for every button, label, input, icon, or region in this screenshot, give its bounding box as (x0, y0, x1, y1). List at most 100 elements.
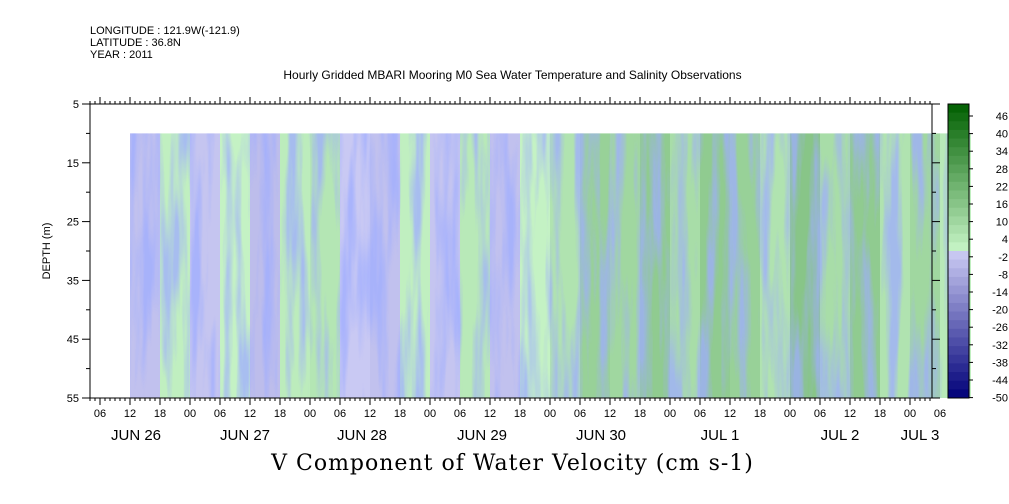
x-hour-tick-label: 12 (244, 408, 256, 420)
x-hour-tick-label: 18 (754, 408, 766, 420)
latitude-label: LATITUDE : 36.8N (90, 37, 181, 49)
x-hour-tick-label: 18 (394, 408, 406, 420)
x-day-label: JUN 27 (220, 427, 270, 444)
colorbar-tick-label: -26 (992, 322, 1008, 334)
colorbar-band (948, 259, 969, 269)
colorbar-tick-label: 34 (996, 146, 1008, 158)
x-hour-tick-label: 12 (484, 408, 496, 420)
colorbar-tick-label: -38 (992, 357, 1008, 369)
longitude-label: LONGITUDE : 121.9W(-121.9) (90, 25, 240, 37)
x-day-label: JUN 26 (111, 427, 161, 444)
x-hour-tick-label: 18 (274, 408, 286, 420)
colorbar-band (948, 190, 969, 200)
x-day-label: JUL 3 (901, 427, 940, 444)
variable-label: V Component of Water Velocity (cm s-1) (271, 451, 754, 476)
x-hour-tick-label: 18 (154, 408, 166, 420)
x-hour-tick-label: 06 (334, 408, 346, 420)
colorbar-tick-label: 40 (996, 129, 1008, 141)
colorbar-band (948, 181, 969, 191)
x-hour-tick-label: 18 (514, 408, 526, 420)
x-hour-tick-label: 00 (304, 408, 316, 420)
colorbar-tick-label: 10 (996, 217, 1008, 229)
x-hour-tick-label: 18 (634, 408, 646, 420)
y-tick-label: 55 (67, 393, 79, 405)
colorbar-band (948, 311, 969, 321)
colorbar-band (948, 129, 969, 140)
colorbar-tick-label: -44 (992, 375, 1008, 387)
x-day-label: JUL 2 (821, 427, 860, 444)
heatmap-cell (970, 133, 971, 398)
colorbar-frame (947, 103, 970, 399)
colorbar-band (948, 155, 969, 166)
colorbar-band (948, 112, 969, 122)
colorbar-band (948, 104, 969, 114)
colorbar-band (948, 233, 969, 243)
colorbar-band (948, 285, 969, 295)
colorbar-tick-label: 46 (996, 111, 1008, 123)
colorbar-band (948, 372, 969, 382)
y-tick-label: 45 (67, 334, 79, 346)
x-day-label: JUN 28 (337, 427, 387, 444)
colorbar-band (948, 389, 969, 399)
x-hour-tick-label: 00 (664, 408, 676, 420)
colorbar-band (948, 294, 969, 304)
colorbar-tick-label: -14 (992, 287, 1008, 299)
colorbar-band (948, 302, 969, 313)
colorbar-band (948, 268, 969, 278)
colorbar-band (948, 164, 969, 174)
colorbar-tick-label: 16 (996, 199, 1008, 211)
colorbar-band (948, 121, 969, 131)
colorbar-band (948, 225, 969, 235)
y-tick-label: 15 (67, 158, 79, 170)
colorbar-tick-label: -50 (992, 393, 1008, 405)
colorbar-band (948, 328, 969, 338)
colorbar-band (948, 147, 969, 157)
colorbar-band (948, 207, 969, 217)
x-hour-tick-label: 00 (904, 408, 916, 420)
x-hour-tick-label: 18 (874, 408, 886, 420)
x-hour-tick-label: 00 (184, 408, 196, 420)
colorbar-band (948, 216, 969, 226)
heatmap-streak-overlay (130, 133, 970, 398)
x-hour-tick-label: 06 (694, 408, 706, 420)
colorbar-tick-label: -8 (998, 269, 1008, 281)
colorbar-band (948, 276, 969, 287)
colorbar-band (948, 346, 969, 356)
x-hour-tick-label: 06 (814, 408, 826, 420)
x-hour-tick-label: 06 (454, 408, 466, 420)
x-hour-tick-label: 00 (544, 408, 556, 420)
colorbar-band (948, 242, 969, 252)
x-hour-tick-label: 12 (604, 408, 616, 420)
colorbar-band (948, 138, 969, 148)
year-label: YEAR : 2011 (90, 49, 153, 61)
x-day-label: JUN 30 (576, 427, 626, 444)
y-tick-label: 5 (73, 99, 79, 111)
colorbar-band (948, 199, 969, 209)
colorbar-tick-label: -32 (992, 340, 1008, 352)
y-axis-label: DEPTH (m) (41, 223, 53, 280)
colorbar-tick-label: -2 (998, 252, 1008, 264)
chart-title: Hourly Gridded MBARI Mooring M0 Sea Wate… (283, 68, 742, 82)
colorbar-band (948, 363, 969, 373)
x-hour-tick-label: 12 (844, 408, 856, 420)
colorbar-band (948, 173, 969, 183)
y-tick-label: 25 (67, 217, 79, 229)
x-hour-tick-label: 06 (934, 408, 946, 420)
colorbar-tick-label: 4 (1002, 234, 1008, 246)
y-tick-label: 35 (67, 275, 79, 287)
x-hour-tick-label: 12 (124, 408, 136, 420)
x-day-label: JUN 29 (457, 427, 507, 444)
x-hour-tick-label: 00 (424, 408, 436, 420)
colorbar-band (948, 337, 969, 347)
colorbar-band (948, 380, 969, 390)
x-hour-tick-label: 12 (724, 408, 736, 420)
colorbar-tick-label: -20 (992, 305, 1008, 317)
colorbar-tick-label: 22 (996, 181, 1008, 193)
x-hour-tick-label: 12 (364, 408, 376, 420)
x-hour-tick-label: 06 (574, 408, 586, 420)
x-hour-tick-label: 00 (784, 408, 796, 420)
colorbar-band (948, 320, 969, 330)
x-hour-tick-label: 06 (94, 408, 106, 420)
x-hour-tick-label: 06 (214, 408, 226, 420)
